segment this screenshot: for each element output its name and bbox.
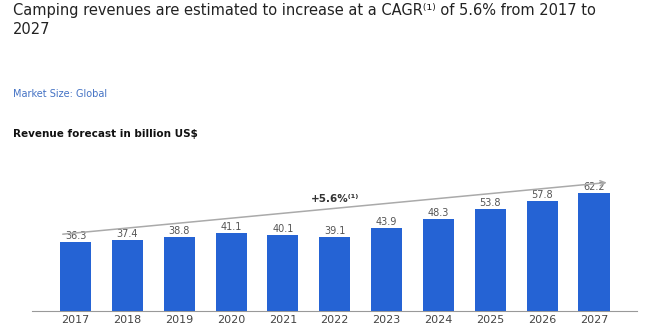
Bar bbox=[216, 233, 246, 311]
Bar bbox=[112, 240, 143, 311]
Bar bbox=[578, 193, 610, 311]
Text: 39.1: 39.1 bbox=[324, 226, 345, 236]
Text: Revenue forecast in billion US$: Revenue forecast in billion US$ bbox=[13, 129, 198, 139]
Bar bbox=[423, 219, 454, 311]
Bar bbox=[526, 201, 558, 311]
Bar bbox=[319, 237, 350, 311]
Text: 37.4: 37.4 bbox=[116, 229, 138, 239]
Text: +5.6%⁽¹⁾: +5.6%⁽¹⁾ bbox=[311, 194, 359, 204]
Bar bbox=[474, 209, 506, 311]
Bar bbox=[267, 235, 298, 311]
Text: 53.8: 53.8 bbox=[480, 198, 501, 208]
Text: 41.1: 41.1 bbox=[220, 222, 242, 232]
Bar bbox=[60, 242, 91, 311]
Bar bbox=[371, 228, 402, 311]
Text: 57.8: 57.8 bbox=[531, 190, 553, 200]
Text: 62.2: 62.2 bbox=[583, 182, 605, 192]
Text: 48.3: 48.3 bbox=[428, 208, 449, 218]
Text: 36.3: 36.3 bbox=[65, 231, 86, 241]
Text: Market Size: Global: Market Size: Global bbox=[13, 89, 107, 99]
Text: 43.9: 43.9 bbox=[376, 216, 397, 227]
Text: 40.1: 40.1 bbox=[272, 224, 294, 234]
Text: Camping revenues are estimated to increase at a CAGR⁽¹⁾ of 5.6% from 2017 to
202: Camping revenues are estimated to increa… bbox=[13, 3, 596, 37]
Text: 38.8: 38.8 bbox=[168, 226, 190, 236]
Bar bbox=[164, 237, 195, 311]
